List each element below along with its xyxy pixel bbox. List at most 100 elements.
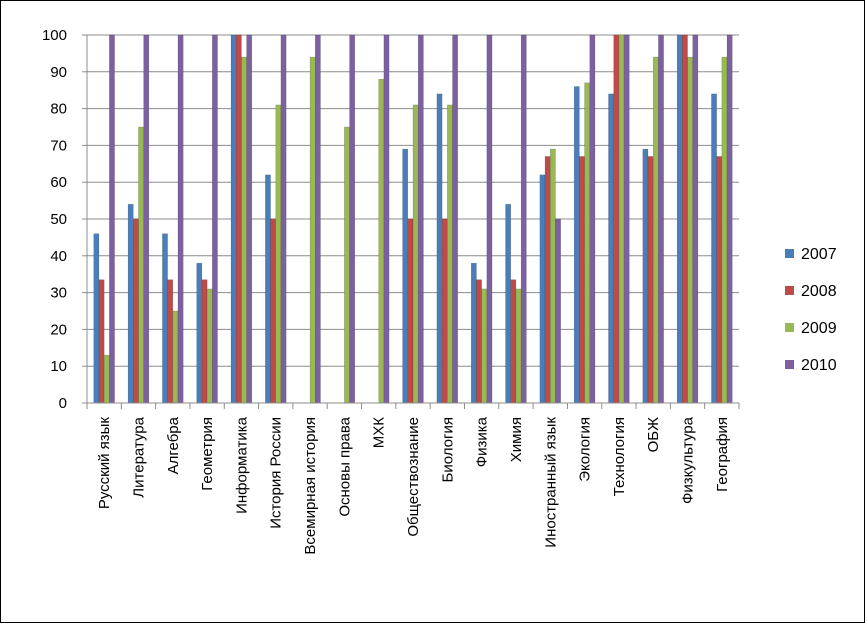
y-tick-label: 70 [50, 137, 67, 154]
bar-2010 [623, 34, 630, 404]
legend-swatch-2008 [785, 286, 794, 295]
y-tick-label: 10 [50, 358, 67, 375]
y-tick-label: 40 [50, 248, 67, 265]
x-tick-label: Обществознание [405, 417, 422, 537]
bar-2010 [589, 34, 596, 404]
bar-2007 [539, 174, 546, 404]
bar-2008 [476, 279, 482, 404]
x-tick-label: Физкультура [680, 416, 697, 504]
bar-2008 [133, 218, 139, 404]
x-tick-label: МХК [371, 417, 388, 449]
legend-label: 2008 [801, 283, 837, 300]
y-tick-label: 0 [59, 395, 67, 412]
x-tick-label: Литература [130, 416, 147, 497]
x-tick-label: Физика [474, 416, 491, 467]
x-tick-label: Информатика [233, 416, 250, 514]
y-tick-label: 60 [50, 174, 67, 191]
bar-2010 [246, 34, 253, 404]
bar-2009 [481, 288, 488, 404]
bar-2009 [172, 310, 179, 404]
bar-2010 [109, 34, 115, 404]
bar-2009 [103, 354, 110, 404]
x-tick-label: Алгебра [165, 416, 182, 474]
bar-2008 [716, 156, 723, 404]
y-tick-label: 20 [50, 321, 67, 338]
bar-2007 [573, 86, 580, 404]
bar-2008 [510, 279, 517, 404]
bar-2010 [143, 34, 150, 404]
bar-2009 [138, 126, 144, 404]
y-tick-label: 80 [50, 101, 67, 118]
y-tick-label: 90 [50, 64, 67, 81]
bar-2010 [658, 34, 664, 404]
bar-2008 [613, 34, 620, 404]
bar-2009 [721, 56, 728, 404]
bar-2010 [212, 34, 218, 404]
bar-2010 [349, 34, 356, 404]
x-tick-label: Биология [439, 417, 456, 482]
bar-2009 [550, 148, 556, 404]
bar-2010 [555, 218, 561, 404]
bar-2007 [676, 34, 683, 404]
bar-2008 [682, 34, 688, 404]
legend-label: 2010 [801, 357, 837, 374]
bar-2010 [726, 34, 733, 404]
bar-2010 [280, 34, 287, 404]
y-tick-label: 50 [50, 211, 67, 228]
bar-2007 [265, 174, 271, 404]
legend-swatch-2010 [785, 360, 794, 369]
bar-2008 [235, 34, 242, 404]
bar-2007 [711, 93, 717, 404]
x-tick-label: Иностранный язык [542, 417, 559, 548]
x-tick-label: Русский язык [96, 417, 113, 510]
bar-2009 [652, 56, 659, 404]
bar-2010 [383, 34, 390, 404]
legend-swatch-2007 [785, 249, 794, 258]
y-tick-label: 100 [42, 27, 67, 44]
bar-2009 [378, 78, 385, 404]
labels: 0 10 20 30 40 50 60 70 80 90 100 Русский язык Литера… [42, 27, 731, 555]
bar-2007 [642, 148, 649, 404]
bar-2008 [167, 279, 174, 404]
bar-2008 [270, 218, 276, 404]
y-tick-label: 30 [50, 285, 67, 302]
bar-2008 [407, 218, 414, 404]
x-tick-label: ОБЖ [645, 417, 662, 453]
bar-2010 [177, 34, 184, 404]
bar-2009 [309, 56, 316, 404]
bar-2010 [452, 34, 458, 404]
axes [82, 34, 740, 409]
bar-2007 [608, 93, 614, 404]
bar-2007 [93, 233, 100, 404]
bar-2010 [315, 34, 321, 404]
bar-2008 [579, 156, 585, 404]
x-tick-label: География [714, 417, 731, 492]
bar-2010 [417, 34, 424, 404]
bar-2009 [584, 82, 591, 404]
x-tick-label: Технология [611, 417, 628, 496]
bar-2009 [515, 288, 522, 404]
bars [93, 34, 733, 404]
bar-2009 [447, 104, 453, 404]
bar-2007 [436, 93, 443, 404]
bar-2008 [647, 156, 654, 404]
bar-2007 [162, 233, 168, 404]
bar-2009 [344, 126, 350, 404]
bar-2009 [206, 288, 213, 404]
bar-2010 [692, 34, 699, 404]
bar-2009 [618, 34, 625, 404]
legend: 2007 2008 2009 2010 [785, 246, 837, 374]
bar-2008 [98, 279, 105, 404]
bar-2007 [127, 204, 134, 404]
bar-2008 [441, 218, 448, 404]
legend-label: 2007 [801, 246, 837, 263]
bar-2007 [505, 204, 511, 404]
bar-2007 [402, 148, 409, 404]
legend-label: 2009 [801, 320, 837, 337]
bar-2007 [230, 34, 237, 404]
bar-2009 [412, 104, 419, 404]
bar-2009 [241, 56, 247, 404]
x-tick-label: Химия [508, 417, 525, 462]
